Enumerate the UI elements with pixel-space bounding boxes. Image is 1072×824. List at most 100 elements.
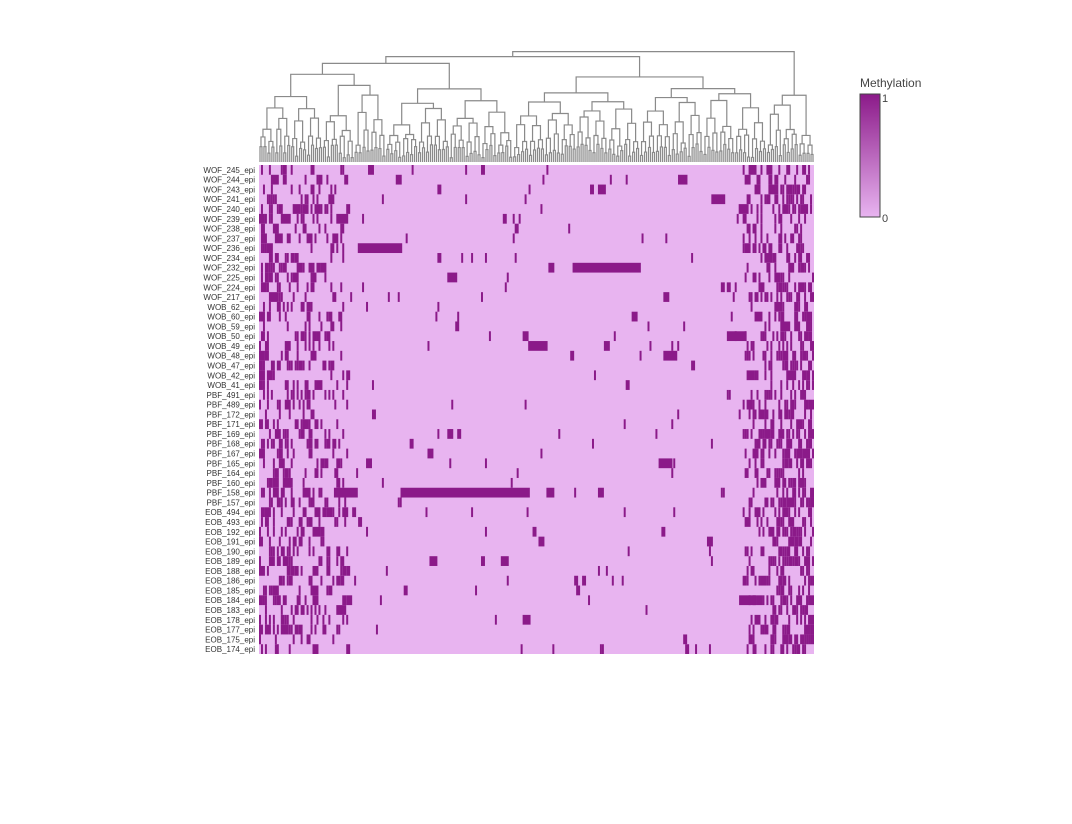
heatmap-cell bbox=[760, 282, 765, 293]
heatmap-cell bbox=[272, 458, 275, 469]
heatmap-cell bbox=[798, 429, 801, 439]
heatmap-cell-run bbox=[357, 243, 403, 254]
row-label: WOF_241_epi bbox=[203, 195, 255, 204]
heatmap-cell bbox=[792, 477, 797, 488]
heatmap-cell bbox=[328, 556, 331, 566]
heatmap-cell bbox=[342, 253, 345, 263]
heatmap-cell bbox=[794, 507, 797, 518]
row-label: WOB_41_epi bbox=[207, 381, 255, 390]
heatmap-cell bbox=[259, 399, 261, 410]
dendrogram-link bbox=[306, 154, 311, 162]
heatmap-cell bbox=[808, 634, 811, 645]
heatmap-cell bbox=[278, 536, 281, 547]
heatmap-cell bbox=[792, 605, 797, 615]
heatmap-cell bbox=[788, 477, 791, 488]
heatmap-cell bbox=[316, 438, 319, 449]
heatmap-cell bbox=[429, 556, 438, 566]
heatmap-cell bbox=[286, 272, 289, 283]
heatmap-cell bbox=[278, 311, 281, 322]
dendrogram-link bbox=[295, 155, 299, 162]
heatmap-cell bbox=[278, 438, 283, 449]
heatmap-cell bbox=[330, 243, 335, 254]
heatmap-cell bbox=[294, 253, 299, 263]
heatmap-cell bbox=[784, 448, 791, 459]
dendrogram-link bbox=[584, 144, 588, 162]
heatmap-cell bbox=[778, 282, 783, 293]
heatmap-cell bbox=[778, 409, 783, 420]
heatmap-cell bbox=[804, 301, 809, 312]
heatmap-cell bbox=[770, 419, 775, 430]
heatmap-cell bbox=[756, 438, 759, 449]
heatmap-cell bbox=[776, 565, 779, 576]
heatmap-cell bbox=[625, 380, 630, 390]
heatmap-cell bbox=[381, 477, 384, 488]
heatmap-cell bbox=[748, 624, 751, 635]
heatmap-cell bbox=[810, 194, 813, 205]
heatmap-cell bbox=[282, 477, 293, 488]
heatmap-cell bbox=[780, 311, 785, 322]
heatmap-cell bbox=[748, 409, 751, 420]
heatmap-cell bbox=[538, 536, 545, 547]
heatmap-cell bbox=[806, 565, 809, 576]
heatmap-cell bbox=[754, 468, 757, 478]
heatmap-cell bbox=[744, 546, 747, 557]
heatmap-cell bbox=[742, 165, 745, 175]
heatmap-cell bbox=[706, 536, 713, 547]
heatmap-cell bbox=[292, 448, 295, 459]
dendrogram-link bbox=[615, 108, 633, 129]
heatmap-cell bbox=[336, 213, 349, 224]
heatmap-cell bbox=[262, 487, 265, 498]
heatmap-cell bbox=[794, 448, 797, 459]
heatmap-cell bbox=[754, 409, 757, 420]
heatmap-cell bbox=[748, 458, 751, 469]
heatmap-cell bbox=[760, 253, 763, 263]
heatmap-cell bbox=[762, 243, 767, 254]
heatmap-cell bbox=[770, 341, 773, 351]
heatmap-cell bbox=[264, 243, 267, 254]
heatmap-cell bbox=[366, 301, 369, 312]
heatmap-cell bbox=[794, 301, 799, 312]
heatmap-cell bbox=[292, 380, 295, 390]
heatmap-cell bbox=[764, 419, 767, 430]
heatmap-cell bbox=[308, 360, 311, 371]
heatmap-cell bbox=[786, 194, 789, 205]
heatmap-cell bbox=[802, 194, 805, 205]
heatmap-cell bbox=[471, 507, 474, 518]
heatmap-cell bbox=[770, 360, 773, 371]
heatmap-cell bbox=[780, 585, 785, 596]
heatmap-cell bbox=[288, 546, 291, 557]
heatmap-cell bbox=[804, 575, 807, 586]
heatmap-cell bbox=[312, 389, 315, 400]
heatmap-cell bbox=[732, 292, 735, 302]
heatmap-cell bbox=[298, 399, 301, 410]
heatmap-cell bbox=[738, 409, 741, 420]
heatmap-cell bbox=[262, 321, 265, 332]
heatmap-cell bbox=[262, 380, 265, 390]
heatmap-cell bbox=[804, 262, 807, 273]
heatmap-cell bbox=[272, 487, 279, 498]
heatmap-cell bbox=[366, 458, 372, 469]
heatmap-cell bbox=[328, 389, 331, 400]
heatmap-cell bbox=[500, 556, 509, 566]
heatmap-cell bbox=[292, 634, 295, 645]
heatmap-cell bbox=[260, 243, 263, 254]
heatmap-cell bbox=[306, 301, 311, 312]
heatmap-cell bbox=[266, 399, 269, 410]
heatmap-cell bbox=[754, 184, 759, 195]
dendrogram-link bbox=[643, 151, 648, 162]
heatmap-cell bbox=[264, 409, 267, 420]
heatmap-cell bbox=[796, 292, 801, 302]
heatmap-cell bbox=[800, 614, 803, 625]
heatmap-cell bbox=[758, 575, 761, 586]
heatmap-cell bbox=[266, 565, 269, 576]
colorbar-gradient bbox=[859, 93, 881, 218]
heatmap-cell bbox=[768, 448, 771, 459]
dendrogram-link bbox=[687, 155, 691, 162]
heatmap-cell bbox=[750, 565, 755, 576]
heatmap-cell bbox=[308, 321, 311, 332]
heatmap-cell bbox=[764, 292, 767, 302]
dendrogram-link bbox=[537, 139, 544, 149]
heatmap-cell bbox=[792, 360, 795, 371]
heatmap-cell-run bbox=[658, 458, 673, 469]
heatmap-cell bbox=[447, 272, 458, 283]
